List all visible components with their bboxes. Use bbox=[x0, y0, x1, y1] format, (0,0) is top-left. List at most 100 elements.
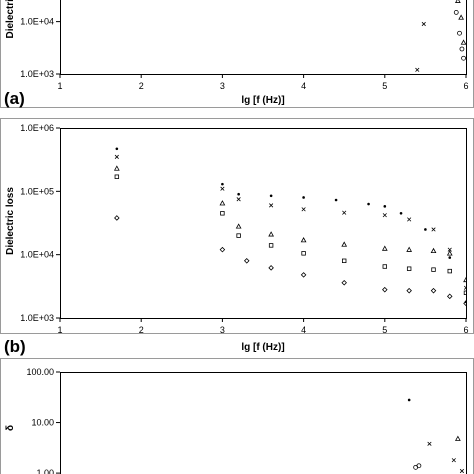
y-tick-label: 10.00 bbox=[31, 418, 54, 428]
data-point-dot bbox=[407, 398, 411, 402]
data-point-diamond bbox=[446, 293, 453, 300]
data-point-cross bbox=[236, 197, 241, 202]
y-axis-title: Dielectric loss bbox=[5, 187, 16, 255]
data-point-square bbox=[268, 243, 274, 248]
data-point-triangle bbox=[406, 246, 413, 252]
data-point-triangle bbox=[235, 223, 242, 229]
x-axis-title: lg [f (Hz)] bbox=[241, 342, 284, 353]
data-point-square bbox=[236, 233, 241, 238]
data-point-cross bbox=[269, 203, 274, 208]
data-point-dot bbox=[383, 205, 387, 208]
data-point-circle bbox=[461, 55, 466, 61]
data-point-square bbox=[431, 267, 436, 272]
data-point-cross bbox=[407, 217, 412, 222]
series-3 bbox=[415, 21, 426, 72]
y-axis-title: δ bbox=[5, 425, 16, 431]
data-point-diamond bbox=[430, 287, 437, 294]
x-tick-label: 4 bbox=[301, 81, 306, 91]
data-point-dot bbox=[302, 196, 305, 199]
plot-area bbox=[60, 0, 467, 75]
panel-label: (b) bbox=[4, 337, 26, 356]
data-point-circle bbox=[457, 30, 462, 36]
x-tick-label: 5 bbox=[382, 81, 387, 91]
y-tick-label: 1.0E+06 bbox=[20, 123, 54, 133]
plot-area bbox=[60, 128, 467, 319]
data-point-cross bbox=[382, 213, 387, 218]
data-point-cross bbox=[114, 154, 119, 159]
data-point-cross bbox=[427, 441, 432, 446]
panel-2: 1 2 3 4 5 6 1.0E+03 1.0E+04 1.0E+05 1.0E+06 lg [f … bbox=[0, 118, 474, 356]
data-point-diamond bbox=[463, 300, 466, 307]
data-point-cross bbox=[463, 285, 466, 290]
data-point-diamond bbox=[243, 258, 250, 264]
series-5 bbox=[451, 458, 465, 474]
data-point-square bbox=[301, 251, 306, 256]
series-4 bbox=[114, 174, 466, 295]
data-point-cross bbox=[431, 227, 436, 232]
data-point-triangle bbox=[381, 245, 388, 251]
data-point-cross bbox=[220, 186, 225, 191]
x-tick-label: 6 bbox=[463, 325, 468, 335]
data-point-circle bbox=[416, 463, 422, 469]
series-2 bbox=[413, 463, 422, 470]
x-tick-label: 5 bbox=[382, 325, 387, 335]
series-4 bbox=[455, 435, 461, 441]
panel-3: 1.00 10.00 100.00 δ bbox=[0, 358, 474, 474]
x-tick-label: 3 bbox=[220, 81, 225, 91]
data-point-cross bbox=[415, 67, 420, 72]
data-point-square bbox=[382, 264, 387, 269]
data-point-dot bbox=[448, 256, 452, 259]
data-point-circle bbox=[459, 46, 465, 52]
data-point-triangle bbox=[341, 241, 348, 247]
y-tick-label: 1.0E+03 bbox=[20, 313, 54, 323]
data-point-dot bbox=[367, 202, 370, 206]
data-point-triangle bbox=[268, 231, 274, 237]
series-5 bbox=[114, 215, 466, 307]
y-tick-label: 1.00 bbox=[36, 468, 54, 474]
data-point-dot bbox=[237, 192, 240, 196]
data-point-triangle bbox=[300, 237, 307, 243]
data-marks bbox=[415, 0, 466, 72]
y-tick-label: 1.0E+04 bbox=[20, 17, 54, 27]
data-point-diamond bbox=[268, 265, 274, 271]
data-point-cross bbox=[451, 458, 456, 463]
plot-area bbox=[60, 372, 467, 474]
series-3 bbox=[427, 441, 432, 446]
data-point-triangle bbox=[219, 200, 226, 206]
data-point-square bbox=[447, 268, 452, 274]
series-2 bbox=[453, 9, 466, 61]
data-point-diamond bbox=[341, 280, 347, 286]
x-tick-label: 1 bbox=[57, 325, 62, 335]
y-tick-label: 100.00 bbox=[26, 367, 54, 377]
data-point-square bbox=[341, 258, 347, 264]
data-point-dot bbox=[221, 182, 224, 186]
data-point-triangle bbox=[430, 247, 437, 254]
data-point-square bbox=[114, 174, 120, 179]
data-point-dot bbox=[334, 198, 338, 202]
data-point-dot bbox=[115, 147, 119, 151]
series-1 bbox=[407, 398, 411, 402]
data-point-cross bbox=[342, 210, 347, 215]
data-point-diamond bbox=[406, 287, 412, 294]
data-marks bbox=[407, 398, 465, 474]
data-point-cross bbox=[421, 21, 426, 27]
data-point-diamond bbox=[114, 215, 120, 221]
data-point-triangle bbox=[460, 39, 466, 45]
panel-1: 1 2 3 4 5 6 1.0E+03 1.0E+04 lg [f (Hz)] Dielectri… bbox=[0, 0, 474, 108]
data-point-square bbox=[463, 290, 466, 295]
data-point-dot bbox=[399, 211, 403, 215]
data-point-diamond bbox=[219, 246, 226, 253]
y-axis-title: Dielectric bbox=[5, 0, 16, 39]
series-4 bbox=[455, 0, 466, 45]
x-tick-label: 6 bbox=[463, 81, 468, 91]
data-point-dot bbox=[269, 194, 273, 198]
data-point-diamond bbox=[300, 272, 307, 278]
x-tick-label: 1 bbox=[57, 81, 62, 91]
data-point-cross bbox=[301, 207, 306, 212]
series-3 bbox=[113, 165, 466, 283]
series-1 bbox=[115, 147, 466, 304]
data-point-dot bbox=[424, 228, 427, 231]
data-marks bbox=[113, 147, 466, 307]
data-point-triangle bbox=[463, 276, 466, 283]
data-point-diamond bbox=[382, 286, 388, 293]
